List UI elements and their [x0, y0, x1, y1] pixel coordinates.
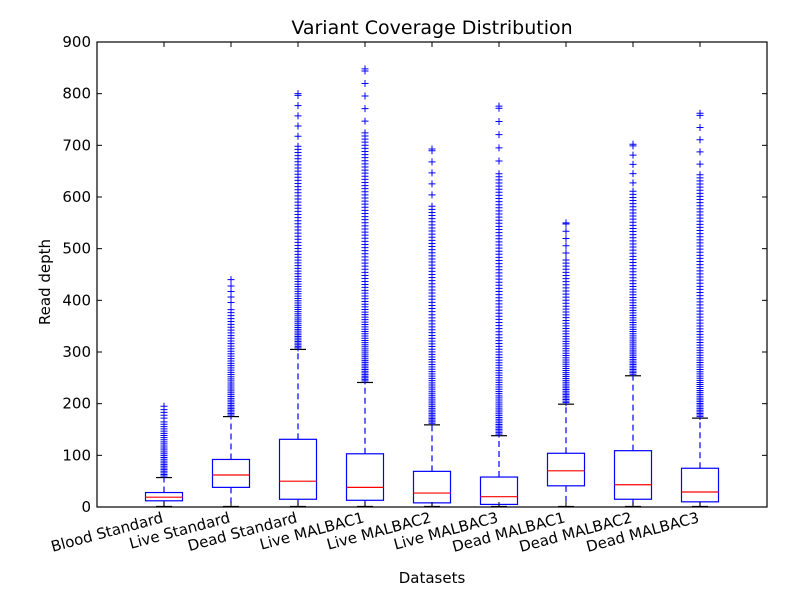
y-tick-label: 800 — [62, 85, 91, 103]
box-rect — [680, 467, 720, 503]
box-rect — [211, 458, 251, 488]
box-rect — [546, 452, 586, 487]
y-tick-label: 400 — [62, 291, 91, 309]
y-axis-label: Read depth — [36, 239, 54, 325]
y-tick-label: 600 — [62, 188, 91, 206]
box-rect — [613, 450, 653, 500]
outliers — [294, 90, 302, 352]
chart-title: Variant Coverage Distribution — [291, 17, 572, 39]
outliers — [696, 109, 704, 421]
outliers — [629, 140, 637, 378]
outliers — [227, 276, 235, 419]
plot-area — [144, 65, 720, 508]
outliers — [361, 65, 369, 385]
y-tick-label: 900 — [62, 33, 91, 51]
y-tick-label: 200 — [62, 395, 91, 413]
outliers — [428, 145, 436, 427]
box-5 — [412, 145, 452, 508]
outliers — [495, 102, 503, 438]
outliers — [562, 219, 570, 407]
y-tick-label: 100 — [62, 446, 91, 464]
box-6 — [479, 102, 519, 508]
x-axis-label: Datasets — [399, 569, 466, 587]
box-rect — [479, 476, 519, 506]
box-rect — [278, 438, 318, 500]
box-1 — [144, 402, 184, 508]
box-2 — [211, 276, 251, 508]
y-tick-label: 500 — [62, 240, 91, 258]
box-rect — [412, 470, 452, 504]
box-9 — [680, 109, 720, 508]
outliers — [160, 402, 168, 480]
y-tick-label: 0 — [81, 498, 91, 516]
box-rect — [345, 453, 385, 501]
box-3 — [278, 90, 318, 508]
y-tick-label: 300 — [62, 343, 91, 361]
box-7 — [546, 219, 586, 508]
box-8 — [613, 140, 653, 508]
box-4 — [345, 65, 385, 508]
y-tick-label: 700 — [62, 136, 91, 154]
